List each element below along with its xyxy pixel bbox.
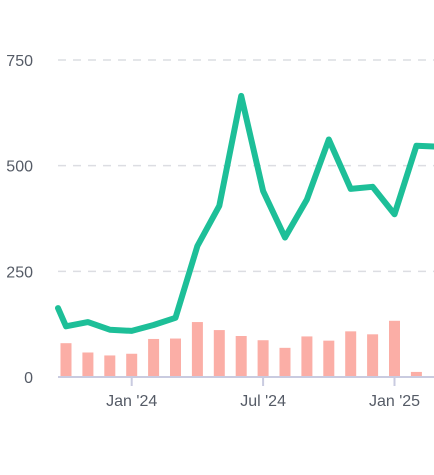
y-tick-label: 750 bbox=[6, 53, 33, 70]
bar bbox=[367, 334, 379, 377]
bar bbox=[345, 331, 357, 377]
bar bbox=[170, 338, 181, 377]
x-tick-label: Jul '24 bbox=[240, 393, 286, 410]
bar bbox=[301, 336, 313, 377]
bar bbox=[235, 336, 247, 377]
bar-series bbox=[60, 320, 422, 377]
bar bbox=[213, 330, 225, 377]
bar bbox=[389, 320, 400, 377]
y-axis-ticks: 0 250 500 750 bbox=[6, 53, 33, 387]
series-line bbox=[55, 92, 434, 334]
bar bbox=[279, 347, 291, 377]
bar bbox=[410, 371, 422, 377]
gridlines bbox=[58, 59, 434, 273]
y-tick-label: 250 bbox=[6, 264, 33, 281]
y-tick-label: 0 bbox=[24, 370, 33, 387]
x-axis-ticks: Jan '24 Jul '24 Jan '25 bbox=[106, 377, 420, 410]
bar bbox=[104, 355, 116, 377]
bar bbox=[257, 340, 269, 377]
bar bbox=[148, 338, 160, 377]
bar bbox=[82, 352, 94, 377]
x-tick-label: Jan '25 bbox=[369, 393, 420, 410]
bar bbox=[126, 353, 138, 377]
bar bbox=[191, 322, 203, 377]
bar bbox=[60, 343, 72, 377]
y-tick-label: 500 bbox=[6, 159, 33, 176]
x-tick-label: Jan '24 bbox=[106, 393, 157, 410]
bar bbox=[323, 340, 335, 377]
line-series bbox=[55, 92, 434, 334]
